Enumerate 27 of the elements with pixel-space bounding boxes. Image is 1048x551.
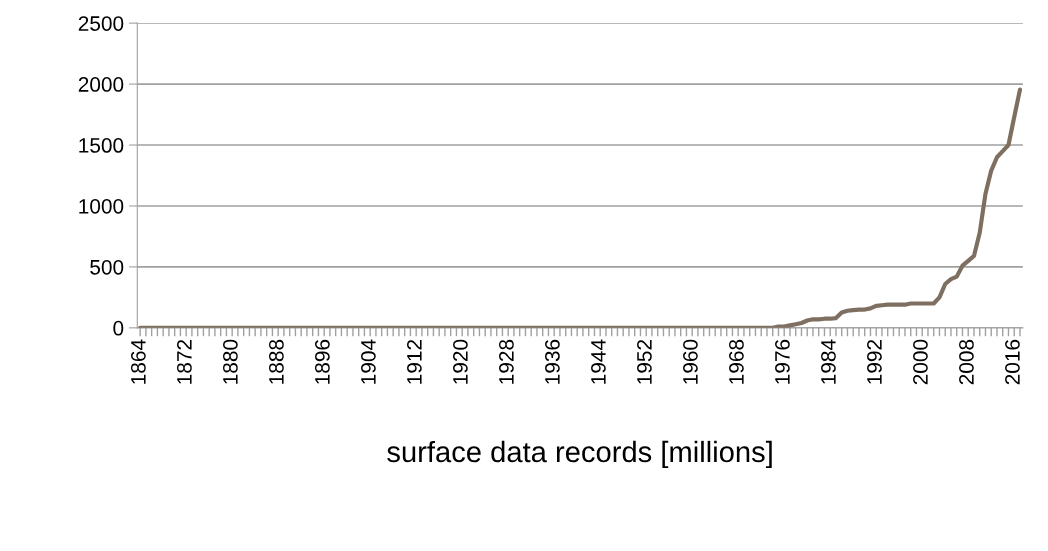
x-tick-label: 2000 [913, 339, 928, 385]
x-tick-label: 1928 [499, 339, 514, 384]
x-tick-label: 1976 [775, 339, 790, 384]
x-tick-label: 1904 [361, 339, 376, 384]
y-tick-label: 1500 [79, 138, 124, 153]
x-tick-label: 1912 [407, 340, 422, 384]
y-tick-label: 500 [90, 259, 124, 275]
x-tick-label: 1888 [269, 339, 284, 384]
x-tick-label: 2008 [959, 339, 974, 385]
x-tick-label: 1952 [637, 340, 652, 384]
x-tick-label: 1896 [315, 339, 330, 384]
x-tick-label: 1960 [683, 339, 698, 384]
x-tick-label: 1864 [131, 339, 146, 384]
x-tick-label: 1880 [223, 339, 238, 384]
x-tick-label: 1984 [821, 339, 836, 384]
x-tick-label: 2016 [1005, 339, 1020, 385]
x-tick-label: 1872 [177, 340, 192, 384]
x-tick-label: 1920 [453, 339, 468, 384]
y-tick-label: 0 [113, 320, 124, 336]
y-tick-label: 1000 [79, 198, 124, 214]
x-tick-label: 1968 [729, 339, 744, 384]
x-tick-label: 1944 [591, 339, 606, 384]
y-tick-label: 2000 [78, 77, 124, 92]
x-axis-title: surface data records [millions] [387, 440, 772, 469]
x-tick-label: 1936 [545, 339, 560, 384]
x-tick-label: 1992 [867, 340, 882, 384]
y-tick-label: 2500 [78, 16, 124, 31]
